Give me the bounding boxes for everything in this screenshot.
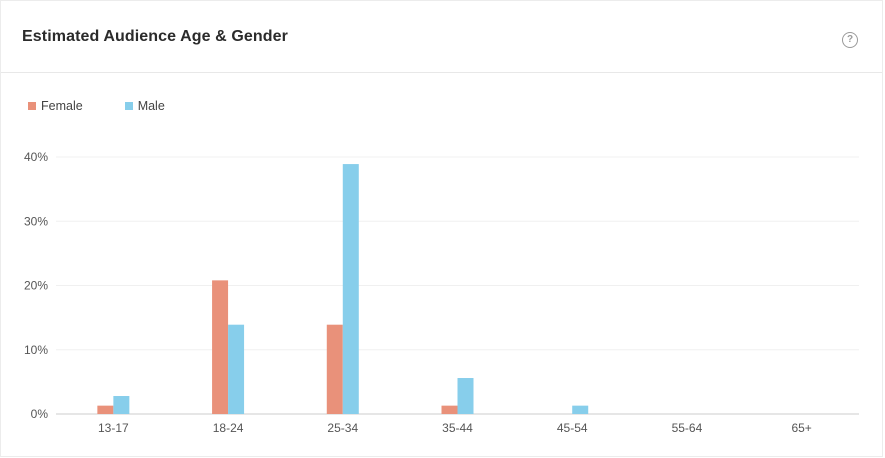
chart-legend: Female Male	[28, 99, 207, 113]
bar-female-25-34[interactable]	[326, 324, 343, 414]
y-tick-label: 0%	[31, 407, 49, 421]
card-header: Estimated Audience Age & Gender ?	[1, 1, 882, 73]
bar-male-45-54[interactable]	[572, 405, 589, 414]
card-title: Estimated Audience Age & Gender	[22, 28, 288, 45]
x-tick-label: 18-24	[213, 421, 244, 435]
question-circle-icon[interactable]: ?	[842, 32, 858, 48]
x-tick-label: 65+	[791, 421, 811, 435]
legend-swatch-female	[28, 102, 36, 110]
bar-male-18-24[interactable]	[228, 324, 245, 414]
bar-male-13-17[interactable]	[113, 396, 130, 414]
legend-item-female[interactable]: Female	[28, 99, 83, 113]
legend-swatch-male	[124, 102, 133, 110]
legend-label-female: Female	[41, 99, 83, 113]
bar-female-13-17[interactable]	[97, 405, 114, 414]
x-tick-label: 45-54	[557, 421, 588, 435]
y-tick-label: 10%	[24, 343, 48, 357]
bar-female-18-24[interactable]	[212, 280, 229, 414]
legend-label-male: Male	[137, 99, 165, 113]
y-tick-label: 30%	[24, 214, 48, 228]
x-tick-label: 35-44	[442, 421, 473, 435]
bar-male-35-44[interactable]	[457, 378, 474, 414]
y-tick-label: 40%	[24, 150, 48, 164]
x-tick-label: 13-17	[98, 421, 129, 435]
x-tick-label: 55-64	[672, 421, 703, 435]
bar-female-35-44[interactable]	[441, 405, 458, 414]
x-tick-label: 25-34	[327, 421, 358, 435]
legend-item-male[interactable]: Male	[124, 99, 165, 113]
y-tick-label: 20%	[24, 279, 48, 293]
bar-male-25-34[interactable]	[342, 164, 359, 414]
